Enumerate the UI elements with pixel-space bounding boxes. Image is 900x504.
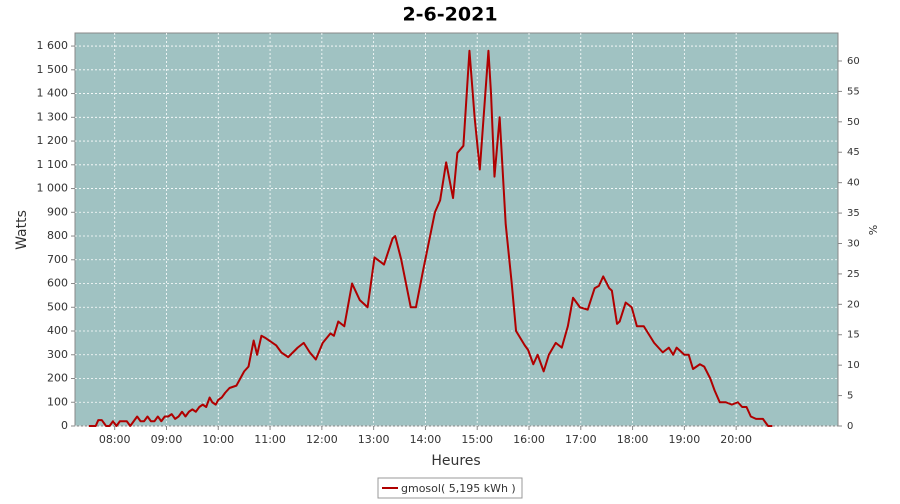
x-tick-label: 10:00 xyxy=(202,433,234,446)
y-tick-label: 1 100 xyxy=(37,158,69,171)
y2-tick-label: 5 xyxy=(847,391,853,402)
x-tick-label: 17:00 xyxy=(565,433,597,446)
y2-tick-label: 55 xyxy=(847,86,860,97)
x-tick-label: 08:00 xyxy=(99,433,131,446)
y2-tick-label: 45 xyxy=(847,147,860,158)
y-tick-label: 0 xyxy=(61,419,68,432)
y-tick-label: 800 xyxy=(47,229,68,242)
x-axis-label: Heures xyxy=(431,453,480,469)
x-tick-label: 16:00 xyxy=(513,433,545,446)
y-tick-label: 700 xyxy=(47,253,68,266)
y-tick-label: 300 xyxy=(47,348,68,361)
x-tick-label: 15:00 xyxy=(461,433,493,446)
x-tick-label: 18:00 xyxy=(617,433,649,446)
x-tick-label: 19:00 xyxy=(669,433,701,446)
legend-label: gmosol( 5,195 kWh ) xyxy=(401,482,516,495)
y-tick-label: 600 xyxy=(47,277,68,290)
y2-tick-label: 10 xyxy=(847,360,860,371)
y-tick-label: 400 xyxy=(47,324,68,337)
y-tick-label: 200 xyxy=(47,372,68,385)
y-tick-label: 900 xyxy=(47,205,68,218)
y2-tick-label: 35 xyxy=(847,208,860,219)
plot-area xyxy=(74,32,839,427)
y-tick-label: 500 xyxy=(47,300,68,313)
y2-tick-label: 50 xyxy=(847,117,860,128)
x-tick-label: 11:00 xyxy=(254,433,286,446)
y-tick-label: 1 400 xyxy=(37,87,69,100)
y-tick-label: 1 300 xyxy=(37,110,69,123)
y2-tick-label: 15 xyxy=(847,330,860,341)
y2-tick-label: 20 xyxy=(847,299,860,310)
y-tick-label: 1 000 xyxy=(37,182,69,195)
x-tick-label: 13:00 xyxy=(358,433,390,446)
y2-tick-label: 30 xyxy=(847,238,860,249)
y2-tick-label: 0 xyxy=(847,421,853,432)
y2-axis-label: % xyxy=(866,225,879,235)
y-tick-label: 1 200 xyxy=(37,134,69,147)
x-tick-label: 12:00 xyxy=(306,433,338,446)
y-tick-label: 100 xyxy=(47,395,68,408)
y2-tick-label: 60 xyxy=(847,56,860,67)
y-tick-label: 1 600 xyxy=(37,39,69,52)
x-tick-label: 20:00 xyxy=(720,433,752,446)
data-line xyxy=(88,49,773,427)
y-axis-label: Watts xyxy=(14,210,30,250)
y-tick-label: 1 500 xyxy=(37,63,69,76)
y2-tick-label: 25 xyxy=(847,269,860,280)
x-tick-label: 14:00 xyxy=(410,433,442,446)
x-tick-label: 09:00 xyxy=(151,433,183,446)
y2-tick-label: 40 xyxy=(847,178,860,189)
legend xyxy=(377,477,523,499)
chart-title: 2-6-2021 xyxy=(402,4,497,26)
